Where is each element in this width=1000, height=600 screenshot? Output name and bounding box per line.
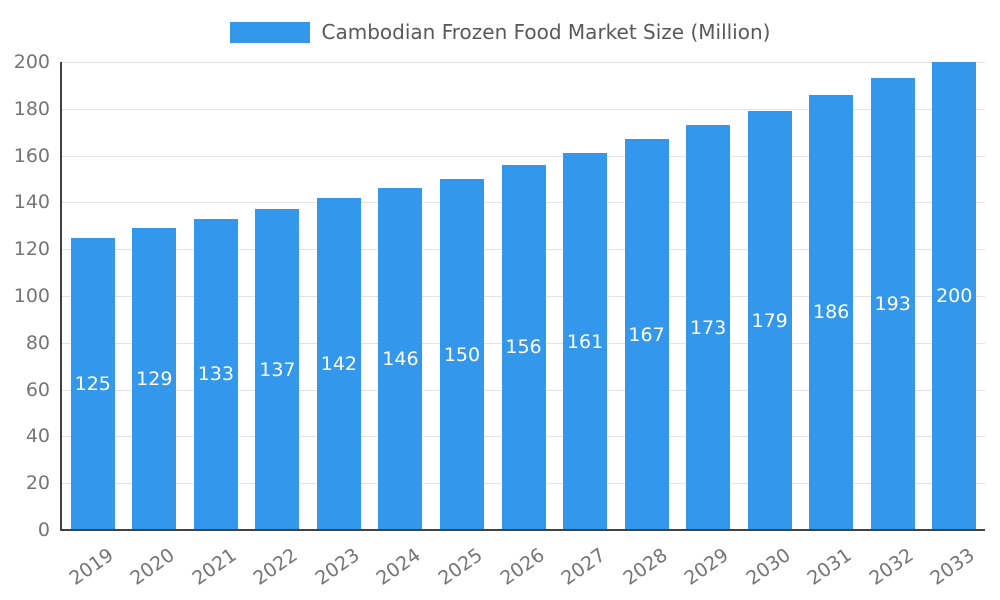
bar-2028: 167 (624, 139, 669, 530)
bar-2023: 142 (316, 197, 361, 530)
legend-swatch (229, 21, 310, 43)
bar-value-label: 129 (136, 368, 173, 391)
x-tick-label: 2031 (803, 544, 856, 590)
x-tick-label: 2032 (865, 544, 918, 590)
bar-2025: 150 (439, 179, 484, 530)
y-tick-label: 100 (13, 285, 50, 307)
x-tick-label: 2020 (126, 544, 179, 590)
x-tick-label: 2029 (680, 544, 733, 590)
bar-2019: 125 (70, 237, 115, 530)
bar-value-label: 193 (874, 293, 911, 316)
x-tick-label: 2022 (249, 544, 302, 590)
bar-2029: 173 (686, 125, 731, 530)
bar-value-label: 173 (689, 316, 727, 339)
y-tick-label: 120 (13, 238, 50, 261)
bar-value-label: 125 (74, 372, 111, 395)
x-tick-label: 2024 (372, 544, 426, 590)
bar-value-label: 167 (628, 323, 665, 346)
bar-value-label: 179 (751, 309, 788, 332)
x-tick-label: 2021 (188, 544, 241, 590)
bar-2033: 200 (932, 62, 977, 530)
x-tick-label: 2028 (618, 544, 672, 590)
bar-value-label: 137 (259, 358, 296, 381)
gridline (62, 155, 985, 157)
gridline (62, 108, 985, 110)
x-axis-line (60, 529, 985, 531)
gridline (62, 62, 985, 63)
x-tick-label: 2033 (926, 544, 979, 590)
y-tick-label: 0 (37, 519, 50, 541)
bar-value-label: 150 (443, 343, 481, 366)
legend[interactable]: Cambodian Frozen Food Market Size (Milli… (0, 20, 1000, 44)
y-tick-label: 80 (25, 331, 50, 354)
x-tick-label: 2026 (495, 544, 549, 590)
bar-2026: 156 (501, 164, 546, 530)
bar-2024: 146 (378, 188, 423, 530)
bar-2027: 161 (563, 153, 608, 530)
y-tick-label: 160 (13, 144, 50, 167)
bar-value-label: 161 (566, 330, 604, 353)
bar-value-label: 146 (382, 348, 419, 371)
y-tick-label: 180 (13, 97, 50, 120)
bar-value-label: 142 (320, 352, 358, 375)
legend-label: Cambodian Frozen Food Market Size (Milli… (321, 20, 771, 44)
y-tick-label: 40 (25, 425, 50, 448)
x-tick-label: 2025 (434, 544, 487, 590)
plot-area: 0 20 40 60 80 100 120 140 160 180 200 125 129 133 137… (14, 51, 985, 590)
bar-2031: 186 (809, 94, 854, 530)
x-tick-label: 2030 (742, 544, 795, 590)
bar-2022: 137 (255, 209, 300, 530)
bar-2032: 193 (870, 78, 915, 530)
bar-2021: 133 (193, 218, 238, 530)
x-tick-label: 2027 (557, 544, 610, 590)
y-tick-label: 140 (13, 191, 50, 214)
bar-value-label: 200 (936, 285, 973, 307)
bar-value-label: 156 (505, 336, 542, 359)
bar-value-label: 133 (197, 363, 234, 386)
x-tick-label: 2019 (65, 544, 118, 590)
y-tick-label: 60 (25, 378, 50, 401)
y-axis-line (60, 62, 62, 531)
bar-value-label: 186 (813, 301, 850, 324)
bar-2030: 179 (747, 111, 792, 530)
y-tick-label: 20 (25, 472, 50, 495)
x-tick-label: 2023 (311, 544, 364, 590)
bar-2020: 129 (132, 228, 177, 530)
y-tick-label: 200 (13, 51, 50, 73)
